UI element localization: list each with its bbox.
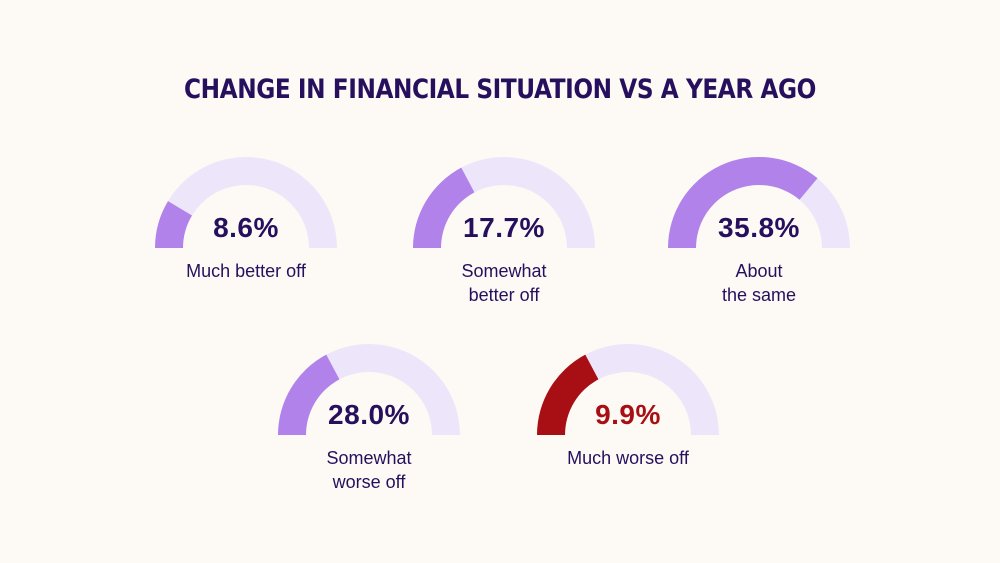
gauge-fill xyxy=(278,354,340,435)
gauge-value: 8.6% xyxy=(213,212,279,243)
gauge-label: Much better off xyxy=(135,259,357,283)
gauge-value: 17.7% xyxy=(463,212,545,243)
gauge-fill xyxy=(668,157,818,248)
gauge-label: Somewhat worse off xyxy=(258,446,480,494)
chart-title: CHANGE IN FINANCIAL SITUATION VS A YEAR … xyxy=(184,74,816,105)
gauge-fill xyxy=(155,201,192,248)
gauge-arc xyxy=(278,344,460,435)
gauge-value: 35.8% xyxy=(718,212,800,243)
gauge-arc xyxy=(413,157,595,248)
gauge-label: About the same xyxy=(648,259,870,307)
gauge-label-line: Much better off xyxy=(186,261,306,281)
gauge-value: 28.0% xyxy=(328,399,410,430)
gauge-label-line: Somewhat xyxy=(461,261,547,281)
gauge-label-line: the same xyxy=(721,285,797,305)
gauge-label-line: Somewhat xyxy=(326,448,412,468)
gauge-arc xyxy=(668,157,850,248)
gauge-arc xyxy=(155,157,337,248)
gauge-fill xyxy=(413,167,475,248)
gauge-track xyxy=(155,157,337,248)
gauge-value: 9.9% xyxy=(595,399,661,430)
gauge-label-line: better off xyxy=(468,285,540,305)
gauge-arc xyxy=(537,344,719,435)
gauge-label-line: About xyxy=(735,261,783,281)
gauge-label-line: Much worse off xyxy=(567,448,689,468)
gauge-label-line: worse off xyxy=(332,472,406,492)
gauge-fill xyxy=(537,354,599,435)
gauge-label: Somewhat better off xyxy=(393,259,615,307)
gauge-label: Much worse off xyxy=(517,446,739,470)
